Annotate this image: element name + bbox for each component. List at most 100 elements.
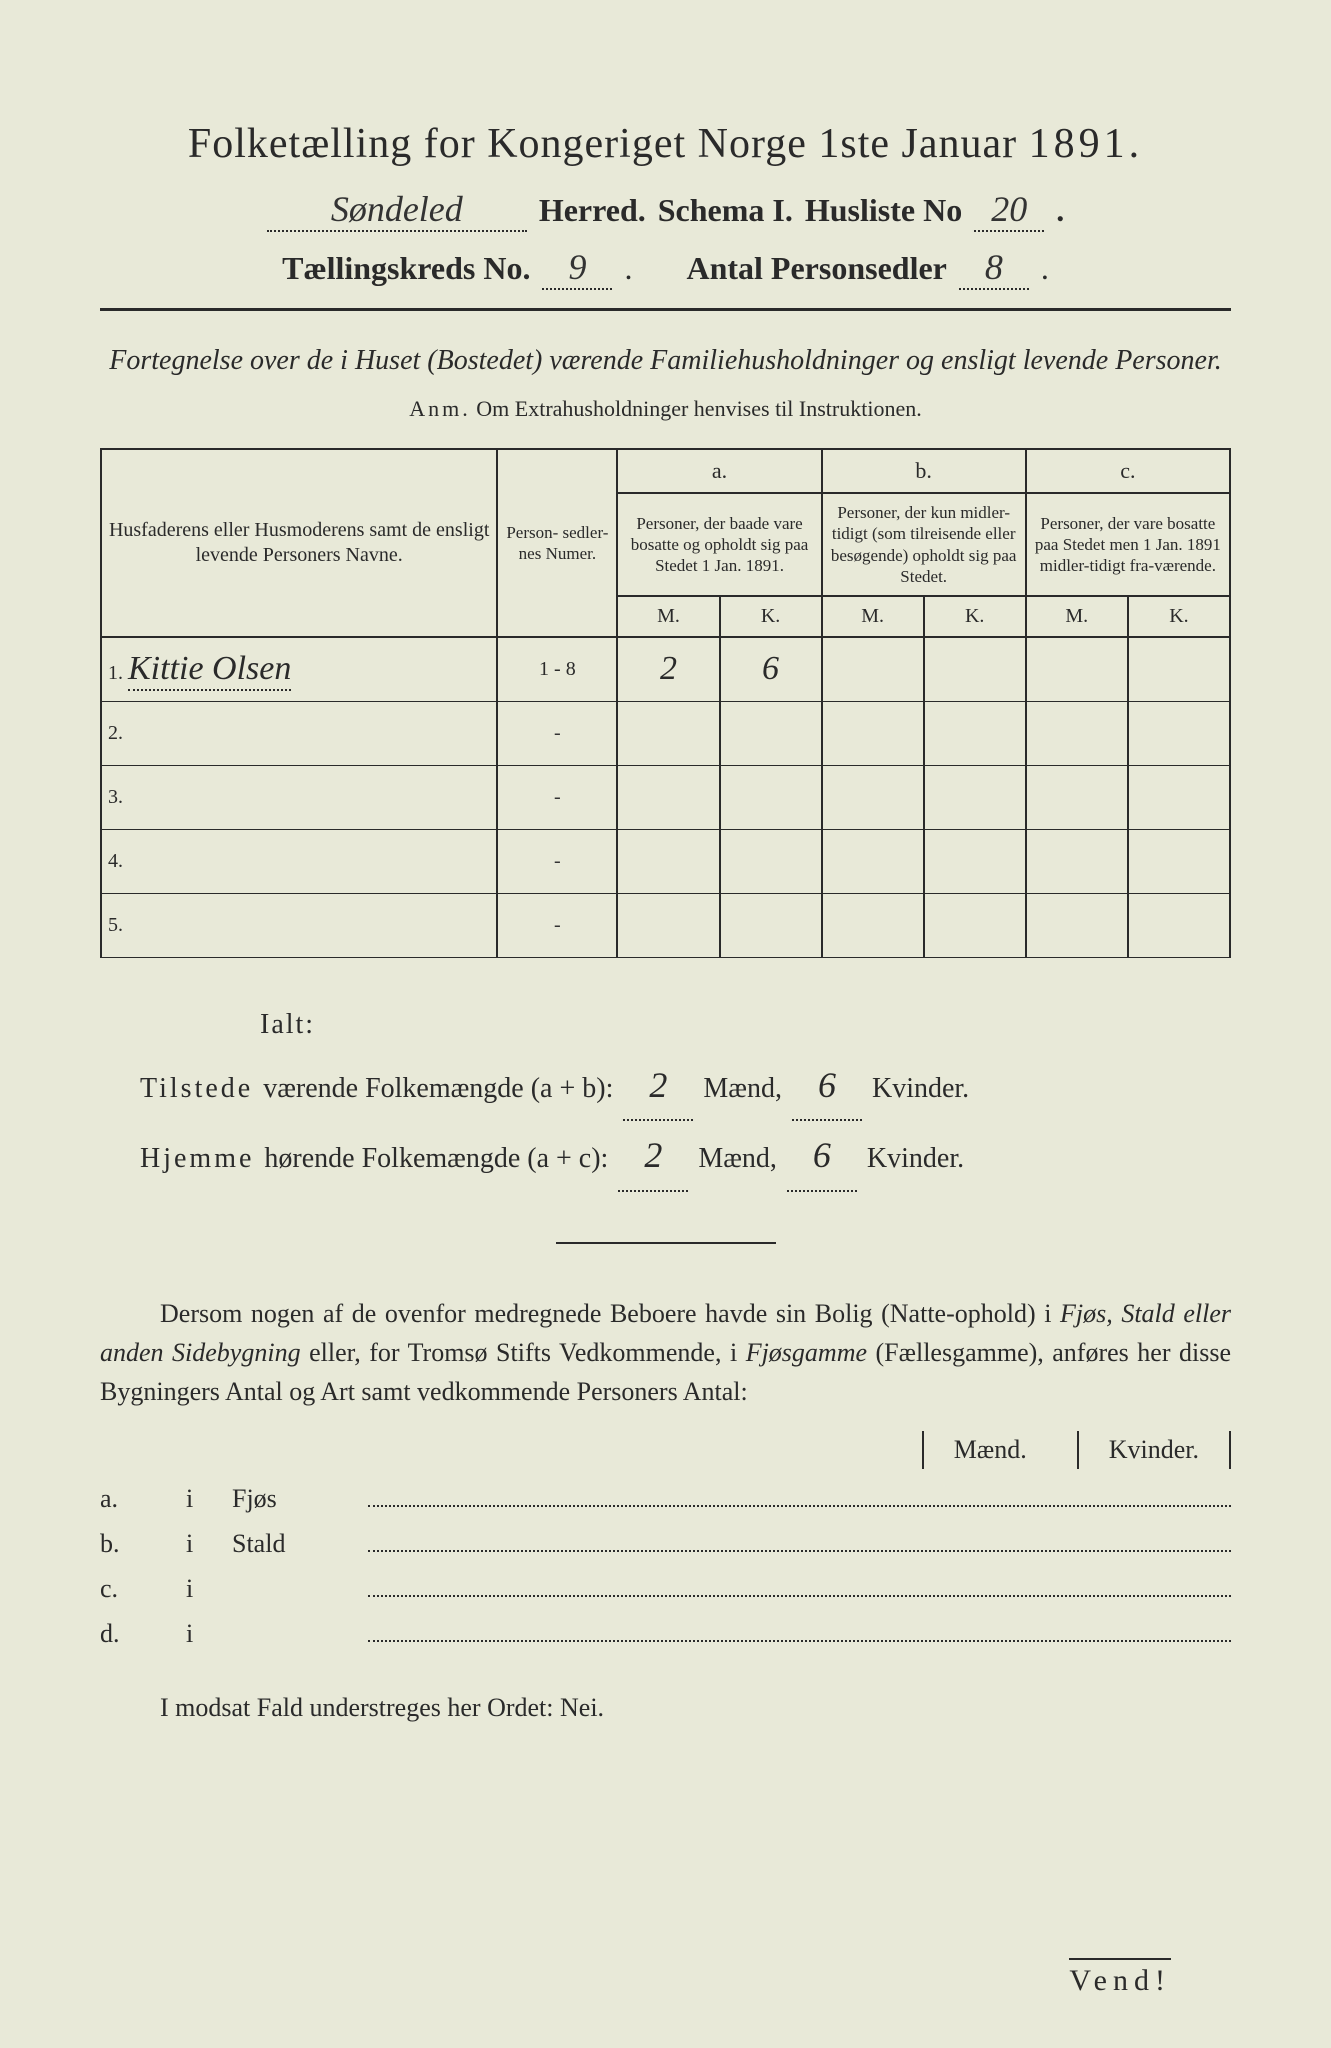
col-b-k: K.	[924, 596, 1026, 637]
row-bk	[924, 701, 1026, 765]
row-am	[617, 765, 719, 829]
row-am	[617, 893, 719, 957]
col-a-letter: a.	[617, 449, 821, 493]
listing-row: b. i Stald	[100, 1526, 1231, 1559]
col-b-desc: Personer, der kun midler-tidigt (som til…	[822, 493, 1026, 596]
t1-l2: værende Folkemængde (a + b):	[263, 1062, 613, 1115]
listing-kvinder: Kvinder.	[1077, 1431, 1231, 1469]
row-ak	[720, 765, 822, 829]
table-row: 3. -	[101, 765, 1230, 829]
row-bk	[924, 765, 1026, 829]
col-c-m: M.	[1026, 596, 1128, 637]
subtitle-text: Fortegnelse over de i Huset (Bostedet) v…	[109, 345, 1221, 376]
row-cm	[1026, 893, 1128, 957]
listing-row: c. i	[100, 1571, 1231, 1604]
row-bm	[822, 893, 924, 957]
row-ck	[1128, 637, 1230, 701]
row-bm	[822, 765, 924, 829]
table-row: 5. -	[101, 893, 1230, 957]
t1-k: 6	[792, 1051, 862, 1121]
listing-i: i	[186, 1484, 216, 1514]
title: Folketælling for Kongeriget Norge 1ste J…	[100, 120, 1231, 168]
row-ak	[720, 829, 822, 893]
t2-maend: Mænd,	[698, 1132, 777, 1185]
listing-type: Stald	[232, 1529, 352, 1559]
t1-kv: Kvinder.	[872, 1062, 969, 1115]
row-name-cell: 2.	[101, 701, 497, 765]
listing-i: i	[186, 1574, 216, 1604]
nei-line: I modsat Fald understreges her Ordet: Ne…	[100, 1693, 1231, 1723]
row-person-cell: -	[497, 829, 617, 893]
row-ck	[1128, 765, 1230, 829]
header-line-1: Søndeled Herred. Schema I. Husliste No 2…	[100, 188, 1231, 232]
divider	[100, 308, 1231, 311]
t1-maend: Mænd,	[703, 1062, 782, 1115]
herred-value: Søndeled	[267, 188, 527, 232]
t2-l1: Hjemme	[140, 1132, 254, 1185]
row-person-cell: -	[497, 893, 617, 957]
row-bk	[924, 893, 1026, 957]
listing-letter: d.	[100, 1619, 170, 1649]
row-am	[617, 701, 719, 765]
anm-line: Anm. Om Extrahusholdninger henvises til …	[100, 396, 1231, 422]
title-text: Folketælling for Kongeriget Norge 1ste J…	[188, 121, 1017, 167]
t2-kv: Kvinder.	[867, 1132, 964, 1185]
paragraph: Dersom nogen af de ovenfor medregnede Be…	[100, 1294, 1231, 1411]
row-am: 2	[617, 637, 719, 701]
row-ck	[1128, 701, 1230, 765]
listing-maend: Mænd.	[922, 1431, 1057, 1469]
row-cm	[1026, 765, 1128, 829]
listing-dots	[368, 1481, 1231, 1507]
listing-i: i	[186, 1619, 216, 1649]
listing-block: Mænd. Kvinder. a. i Fjøs b. i Stald c. i…	[100, 1431, 1231, 1649]
row-bk	[924, 829, 1026, 893]
col-name-text: Husfaderens eller Husmoderens samt de en…	[109, 519, 489, 566]
row-cm	[1026, 829, 1128, 893]
row-person-cell: -	[497, 701, 617, 765]
listing-i: i	[186, 1529, 216, 1559]
anm-prefix: Anm.	[409, 396, 471, 421]
listing-letter: c.	[100, 1574, 170, 1604]
row-ck	[1128, 829, 1230, 893]
row-ck	[1128, 893, 1230, 957]
table-row: 4. -	[101, 829, 1230, 893]
row-bm	[822, 637, 924, 701]
col-a-m: M.	[617, 596, 719, 637]
husliste-value: 20	[974, 188, 1044, 232]
row-am	[617, 829, 719, 893]
t1-l1: Tilstede	[140, 1062, 253, 1115]
row-ak	[720, 893, 822, 957]
row-person-cell: 1 - 8	[497, 637, 617, 701]
col-c-letter: c.	[1026, 449, 1230, 493]
t1-m: 2	[623, 1051, 693, 1121]
antal-label: Antal Personsedler	[686, 250, 946, 287]
row-bm	[822, 701, 924, 765]
listing-header: Mænd. Kvinder.	[100, 1431, 1231, 1469]
t2-k: 6	[787, 1121, 857, 1191]
header-line-2: Tællingskreds No. 9 . Antal Personsedler…	[100, 246, 1231, 290]
listing-dots	[368, 1526, 1231, 1552]
col-a-desc: Personer, der baade vare bosatte og opho…	[617, 493, 821, 596]
row-cm	[1026, 637, 1128, 701]
totals-block: Ialt: Tilstedeværende Folkemængde (a + b…	[100, 998, 1231, 1192]
row-bm	[822, 829, 924, 893]
table-row: 1. Kittie Olsen 1 - 8 2 6	[101, 637, 1230, 701]
listing-dots	[368, 1616, 1231, 1642]
row-cm	[1026, 701, 1128, 765]
subtitle: Fortegnelse over de i Huset (Bostedet) v…	[100, 341, 1231, 380]
herred-label: Herred.	[539, 192, 646, 229]
totals-row-1: Tilstedeværende Folkemængde (a + b): 2 M…	[140, 1051, 1231, 1121]
col-c-desc: Personer, der vare bosatte paa Stedet me…	[1026, 493, 1230, 596]
ialt-label: Ialt:	[260, 998, 1231, 1051]
listing-letter: b.	[100, 1529, 170, 1559]
listing-type: Fjøs	[232, 1484, 352, 1514]
listing-dots	[368, 1571, 1231, 1597]
title-year: 1891.	[1029, 121, 1144, 167]
document-page: Folketælling for Kongeriget Norge 1ste J…	[100, 120, 1231, 1723]
totals-row-2: Hjemmehørende Folkemængde (a + c): 2 Mæn…	[140, 1121, 1231, 1191]
schema-label: Schema I.	[658, 192, 793, 229]
row-person-cell: -	[497, 765, 617, 829]
col-a-k: K.	[720, 596, 822, 637]
listing-row: a. i Fjøs	[100, 1481, 1231, 1514]
husliste-label: Husliste No	[805, 192, 962, 229]
